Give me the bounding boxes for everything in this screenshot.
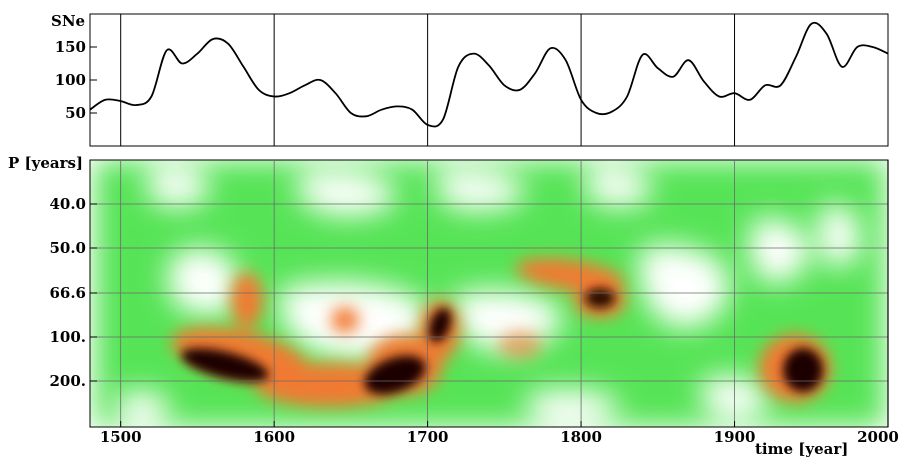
sne-y-ticks: 50 100 150 [55,38,97,122]
heatmap-x-ticks: 1500 1600 1700 1800 1900 2000 [100,421,899,446]
heatmap-panel: 40.0 50.0 66.6 100. 200. 1500 1600 1700 1800 190… [8,154,899,458]
heatmap-y-ticks: 40.0 50.0 66.6 100. 200. [49,195,97,390]
sne-y-axis-label: SNe [51,12,85,30]
heatmap-x-axis-label: time [year] [755,440,848,458]
heatmap-surface [90,160,888,427]
sne-plot-frame [89,13,889,147]
heatmap-gridlines [90,160,889,427]
heatmap-x-tick-label-1800: 1800 [560,428,602,446]
sne-y-tick-label-50: 50 [65,104,86,122]
sne-panel: 50 100 150 SNe [51,12,889,147]
heatmap-y-tick-label-2: 66.6 [49,284,86,302]
sne-y-tick-label-150: 150 [55,38,86,56]
heatmap-x-tick-label-1500: 1500 [100,428,142,446]
heatmap-x-tick-label-1700: 1700 [407,428,449,446]
heatmap-y-tick-label-4: 200. [49,372,86,390]
heatmap-y-tick-label-1: 50.0 [49,239,86,257]
sne-series-line [89,21,889,128]
heatmap-y-tick-label-0: 40.0 [49,195,86,213]
heatmap-x-tick-label-2000: 2000 [857,428,899,446]
heatmap-x-tick-label-1600: 1600 [253,428,295,446]
heatmap-y-tick-label-3: 100. [49,328,86,346]
heatmap-y-axis-label: P [years] [8,154,83,172]
sne-gridlines [120,14,889,146]
heatmap-x-tick-label-1900: 1900 [714,428,756,446]
sne-y-tick-label-100: 100 [55,71,86,89]
